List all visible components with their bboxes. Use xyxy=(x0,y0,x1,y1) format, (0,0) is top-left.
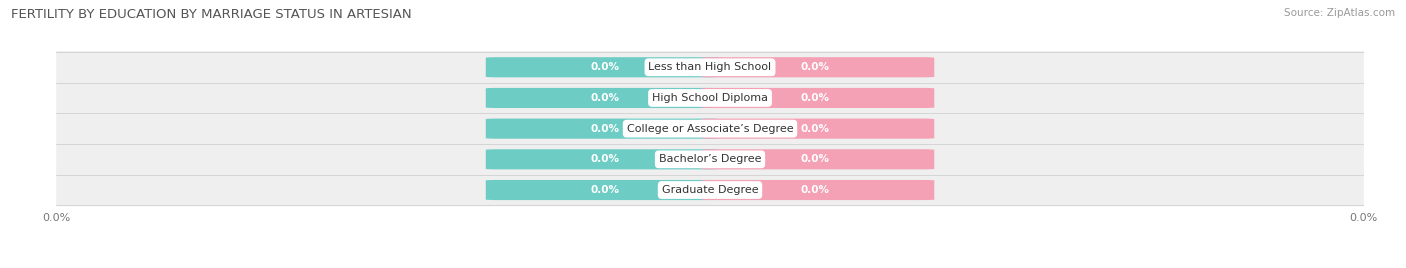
Text: 0.0%: 0.0% xyxy=(800,62,830,72)
FancyBboxPatch shape xyxy=(56,82,1364,114)
Text: 0.0%: 0.0% xyxy=(800,124,830,134)
Text: Graduate Degree: Graduate Degree xyxy=(662,185,758,195)
Text: College or Associate’s Degree: College or Associate’s Degree xyxy=(627,124,793,134)
FancyBboxPatch shape xyxy=(56,51,1364,83)
FancyBboxPatch shape xyxy=(702,118,934,139)
Text: 0.0%: 0.0% xyxy=(591,93,620,103)
FancyBboxPatch shape xyxy=(56,174,1364,206)
Text: Source: ZipAtlas.com: Source: ZipAtlas.com xyxy=(1284,8,1395,18)
FancyBboxPatch shape xyxy=(702,180,934,200)
Text: 0.0%: 0.0% xyxy=(591,62,620,72)
FancyBboxPatch shape xyxy=(486,180,718,200)
Text: 0.0%: 0.0% xyxy=(800,185,830,195)
FancyBboxPatch shape xyxy=(486,149,718,169)
FancyBboxPatch shape xyxy=(486,118,718,139)
Text: High School Diploma: High School Diploma xyxy=(652,93,768,103)
FancyBboxPatch shape xyxy=(486,88,718,108)
FancyBboxPatch shape xyxy=(486,57,718,77)
Text: 0.0%: 0.0% xyxy=(591,154,620,164)
Text: FERTILITY BY EDUCATION BY MARRIAGE STATUS IN ARTESIAN: FERTILITY BY EDUCATION BY MARRIAGE STATU… xyxy=(11,8,412,21)
Text: 0.0%: 0.0% xyxy=(591,185,620,195)
FancyBboxPatch shape xyxy=(56,143,1364,176)
FancyBboxPatch shape xyxy=(56,113,1364,145)
Text: Less than High School: Less than High School xyxy=(648,62,772,72)
Text: 0.0%: 0.0% xyxy=(591,124,620,134)
Text: 0.0%: 0.0% xyxy=(800,154,830,164)
Text: 0.0%: 0.0% xyxy=(800,93,830,103)
FancyBboxPatch shape xyxy=(702,88,934,108)
FancyBboxPatch shape xyxy=(702,57,934,77)
FancyBboxPatch shape xyxy=(702,149,934,169)
Text: Bachelor’s Degree: Bachelor’s Degree xyxy=(659,154,761,164)
